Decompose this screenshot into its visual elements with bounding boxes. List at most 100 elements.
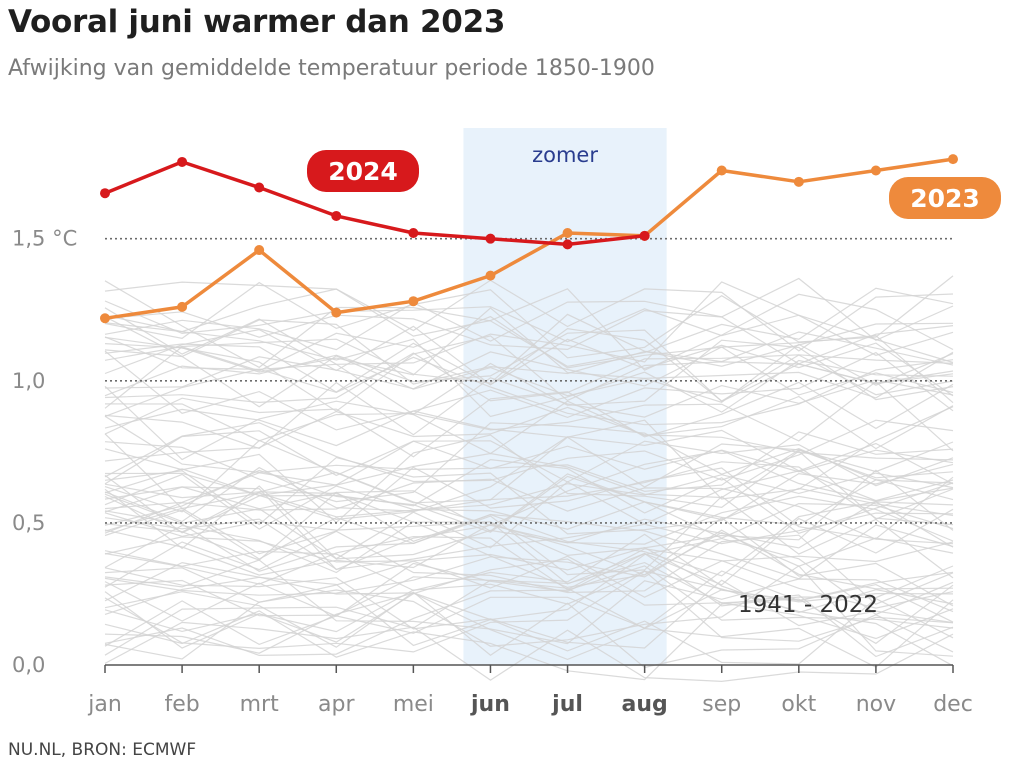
series-badge-label-2023: 2023	[910, 184, 980, 213]
historical-line	[104, 570, 954, 667]
historical-line	[104, 346, 954, 396]
historical-line	[104, 380, 954, 452]
historical-line	[104, 478, 954, 545]
historical-line	[104, 537, 954, 621]
historical-line	[104, 567, 954, 649]
data-point-2023	[100, 313, 110, 324]
historical-line	[104, 449, 954, 510]
series-badge-2023	[889, 177, 1001, 219]
historical-line	[104, 322, 954, 418]
data-point-2023	[408, 296, 419, 307]
y-tick-label: 0,5	[12, 511, 45, 535]
historical-line	[104, 336, 954, 416]
historical-line	[104, 315, 954, 409]
historical-line	[104, 281, 954, 371]
y-tick-label: 0,0	[12, 653, 45, 677]
historical-line	[104, 430, 954, 485]
summer-band	[463, 128, 667, 665]
source-credit: NU.NL, BRON: ECMWF	[8, 740, 197, 760]
x-tick-label-aug: aug	[622, 692, 668, 717]
gridlines: 0,0 0,5 1,0 1,5 °C	[12, 227, 953, 677]
summer-shading: zomer	[463, 128, 667, 665]
series-lines	[100, 154, 958, 324]
historical-line	[104, 591, 954, 669]
historical-line	[104, 440, 954, 497]
series-badge-2024	[307, 150, 419, 192]
series-line-2024	[104, 160, 645, 247]
historical-line	[104, 281, 954, 365]
historical-line	[104, 277, 954, 351]
data-point-2023	[793, 176, 804, 187]
data-point-2023	[485, 270, 496, 281]
historical-line	[104, 565, 954, 660]
historical-line	[104, 434, 954, 524]
historical-lines-1941-2022	[104, 275, 954, 683]
data-point-2023	[716, 165, 727, 176]
historical-line	[104, 570, 954, 649]
historical-line	[104, 280, 954, 369]
historical-line	[104, 576, 954, 665]
series-line-2023	[104, 157, 954, 321]
x-tick-label-nov: nov	[856, 692, 896, 717]
historical-line	[104, 309, 954, 365]
historical-line	[104, 377, 954, 450]
historical-line	[104, 491, 954, 577]
chart-labels: 2024 2023 1941 - 2022	[307, 150, 1001, 618]
historical-line	[104, 415, 954, 492]
historical-line	[104, 558, 954, 645]
x-tick-label-dec: dec	[933, 692, 973, 717]
historical-line	[104, 517, 954, 607]
historical-line	[104, 486, 954, 560]
historical-line	[104, 469, 954, 557]
x-tick-label-mrt: mrt	[240, 692, 279, 717]
x-tick-label-feb: feb	[164, 692, 199, 717]
y-tick-label: 1,5 °C	[12, 227, 77, 251]
chart-title: Vooral juni warmer dan 2023	[8, 4, 506, 40]
historical-line	[104, 621, 954, 683]
x-tick-label-apr: apr	[318, 692, 355, 717]
x-tick-label-okt: okt	[781, 692, 816, 717]
historical-line	[104, 433, 954, 518]
historical-line	[104, 381, 954, 458]
data-point-2023	[331, 307, 342, 318]
historical-line	[104, 335, 954, 412]
data-point-2024	[177, 156, 188, 167]
series-badge-label-2024: 2024	[328, 157, 398, 186]
data-point-2024	[562, 239, 573, 250]
historical-line	[104, 356, 954, 426]
data-point-2024	[485, 233, 496, 244]
historical-line	[104, 529, 954, 596]
data-point-2024	[331, 210, 342, 221]
historical-line	[104, 473, 954, 532]
historical-line	[104, 473, 954, 539]
data-point-2024	[254, 182, 265, 193]
historical-line	[104, 343, 954, 408]
data-point-2024	[639, 230, 650, 241]
historical-line	[104, 338, 954, 397]
x-tick-label-jun: jun	[470, 692, 510, 717]
data-point-2023	[562, 228, 573, 238]
historical-line	[104, 579, 954, 656]
x-tick-label-mei: mei	[393, 692, 434, 717]
historical-line	[104, 406, 954, 500]
historical-range-label: 1941 - 2022	[738, 592, 878, 618]
historical-line	[104, 495, 954, 579]
historical-line	[104, 313, 954, 384]
chart-subtitle: Afwijking van gemiddelde temperatuur per…	[8, 56, 655, 81]
summer-label: zomer	[532, 143, 598, 167]
axes: jan feb mrt apr mei jun jul aug sep okt nov dec	[87, 664, 973, 717]
historical-line	[104, 486, 954, 571]
historical-line	[104, 510, 954, 580]
historical-line	[104, 449, 954, 533]
x-tick-label-sep: sep	[702, 692, 741, 717]
y-tick-label: 1,0	[12, 369, 45, 393]
historical-line	[104, 350, 954, 431]
historical-line	[104, 422, 954, 503]
historical-line	[104, 533, 954, 614]
historical-line	[104, 536, 954, 602]
x-tick-label-jul: jul	[551, 692, 583, 717]
data-point-2024	[408, 228, 419, 238]
historical-line	[104, 561, 954, 640]
x-tick-label-jan: jan	[87, 692, 122, 717]
